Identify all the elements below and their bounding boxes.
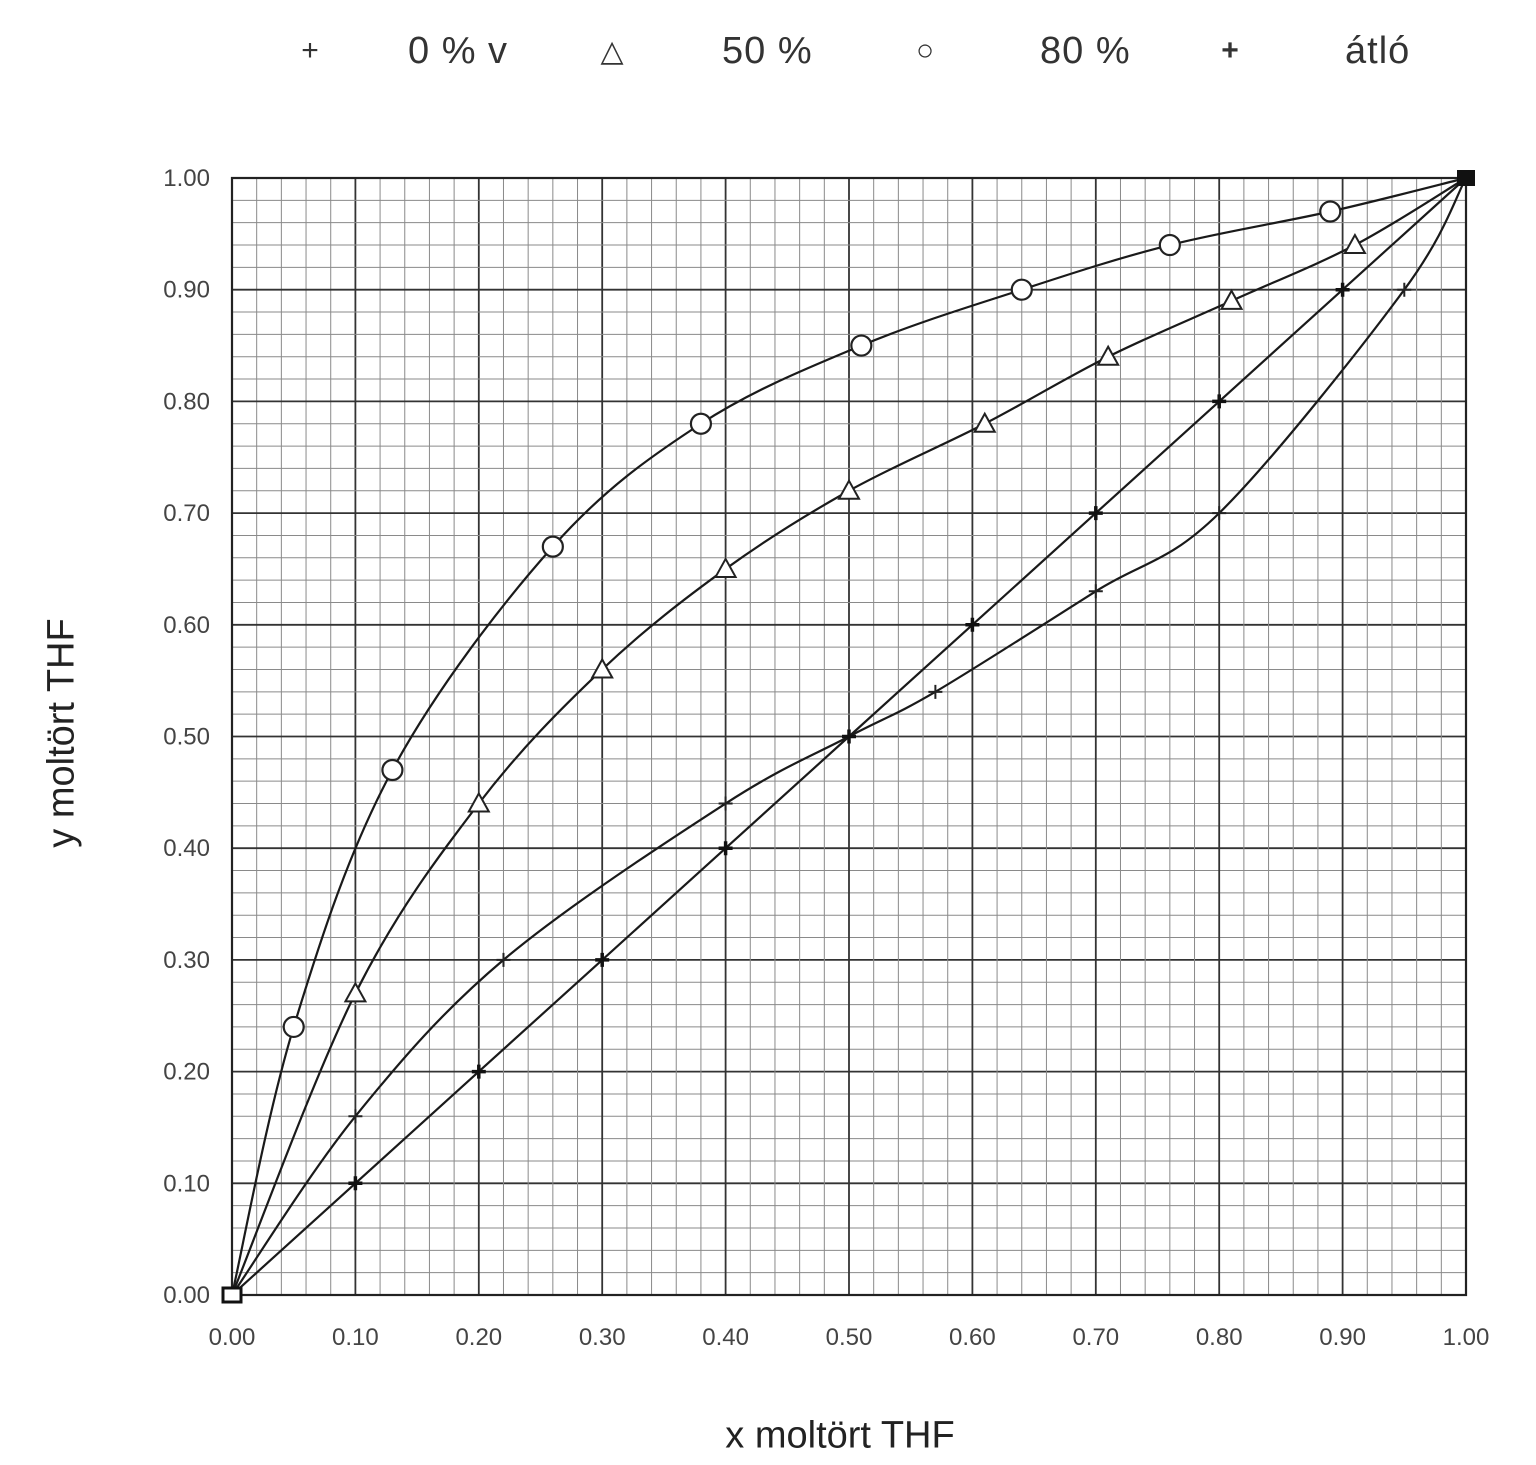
x-tick-label: 0.40 xyxy=(702,1324,749,1351)
series-2-point xyxy=(1319,200,1342,223)
series-3-point xyxy=(595,952,610,967)
x-tick-label: 0.50 xyxy=(826,1324,873,1351)
x-tick-label: 0.10 xyxy=(332,1324,379,1351)
series-1-point xyxy=(1343,232,1367,255)
legend-label: 0 % v xyxy=(408,29,509,72)
y-tick-label: 0.00 xyxy=(163,1282,210,1309)
legend-item-2: ○ 80 % xyxy=(905,26,1131,76)
y-tick-label: 0.20 xyxy=(163,1059,210,1086)
series-3-point xyxy=(1088,506,1103,521)
series-1-point xyxy=(837,478,861,500)
x-tick-label: 0.70 xyxy=(1072,1324,1119,1351)
legend-label: 50 % xyxy=(722,29,813,72)
series-1-point xyxy=(713,556,738,578)
series-2-point xyxy=(689,412,713,435)
series-1-point xyxy=(973,411,997,433)
legend-item-0: + 0 % v xyxy=(290,26,508,76)
y-tick-label: 0.90 xyxy=(163,277,210,304)
series-0-point xyxy=(718,796,733,811)
legend-item-1: △ 50 % xyxy=(592,26,813,76)
series-2-point xyxy=(381,758,404,782)
series-2-point xyxy=(850,334,873,357)
origin-marker xyxy=(221,1286,243,1304)
legend-triangle-marker: △ xyxy=(600,34,624,68)
series-0-point xyxy=(1088,584,1103,599)
y-tick-label: 0.30 xyxy=(163,947,210,974)
series-2-point xyxy=(1158,233,1181,257)
series-0-line xyxy=(231,177,1467,1296)
plot-frame xyxy=(230,176,1468,1297)
series-1-point xyxy=(467,791,491,813)
legend-plus-marker: + xyxy=(301,34,319,67)
y-tick-label: 0.80 xyxy=(163,388,210,415)
endpoint-marker xyxy=(1457,170,1475,186)
legend-label: átló xyxy=(1345,29,1411,72)
series-3-point xyxy=(1212,394,1227,409)
y-tick-label: 0.40 xyxy=(163,835,210,862)
series-0-point xyxy=(928,684,943,699)
legend-label: 80 % xyxy=(1040,29,1131,72)
x-axis-label: x moltört THF xyxy=(725,1414,955,1457)
y-tick-label: 0.60 xyxy=(163,612,210,639)
series-3-point xyxy=(1335,282,1350,297)
series-0-point xyxy=(496,952,511,967)
series-2-point xyxy=(541,535,564,558)
series-1-point xyxy=(1219,288,1244,310)
series-1-line xyxy=(230,177,1467,1296)
series-0-point xyxy=(1397,282,1412,297)
series-1-point xyxy=(590,657,614,679)
y-tick-label: 0.50 xyxy=(163,724,210,751)
y-tick-label: 0.10 xyxy=(163,1170,210,1197)
y-tick-label: 0.70 xyxy=(163,500,210,527)
x-tick-label: 0.30 xyxy=(579,1324,626,1351)
series-3-point xyxy=(471,1064,486,1079)
series-3-point xyxy=(965,617,980,632)
series-0-point xyxy=(348,1109,363,1124)
series-0-point xyxy=(1212,506,1227,521)
legend-circle-marker: ○ xyxy=(915,34,935,67)
series-1-point xyxy=(1096,344,1120,366)
x-tick-label: 0.20 xyxy=(455,1324,502,1351)
series-3-point xyxy=(842,729,856,744)
x-tick-label: 0.80 xyxy=(1196,1324,1243,1351)
legend: + 0 % v △ 50 % ○ 80 % + átló xyxy=(0,0,1536,100)
series-2-point xyxy=(282,1015,305,1039)
series-3-point xyxy=(348,1176,363,1191)
x-tick-label: 0.60 xyxy=(949,1324,996,1351)
y-axis-label: y moltört THF xyxy=(40,618,83,848)
series-2-point xyxy=(1010,278,1033,301)
x-tick-label: 0.90 xyxy=(1319,1324,1366,1351)
series-3-point xyxy=(718,841,733,856)
y-tick-label: 1.00 xyxy=(163,165,210,192)
x-tick-label: 0.00 xyxy=(209,1324,256,1351)
x-tick-label: 1.00 xyxy=(1443,1324,1490,1351)
legend-item-3: + átló xyxy=(1210,26,1410,76)
series-1-point xyxy=(343,981,368,1003)
legend-bold-plus-marker: + xyxy=(1221,34,1239,67)
